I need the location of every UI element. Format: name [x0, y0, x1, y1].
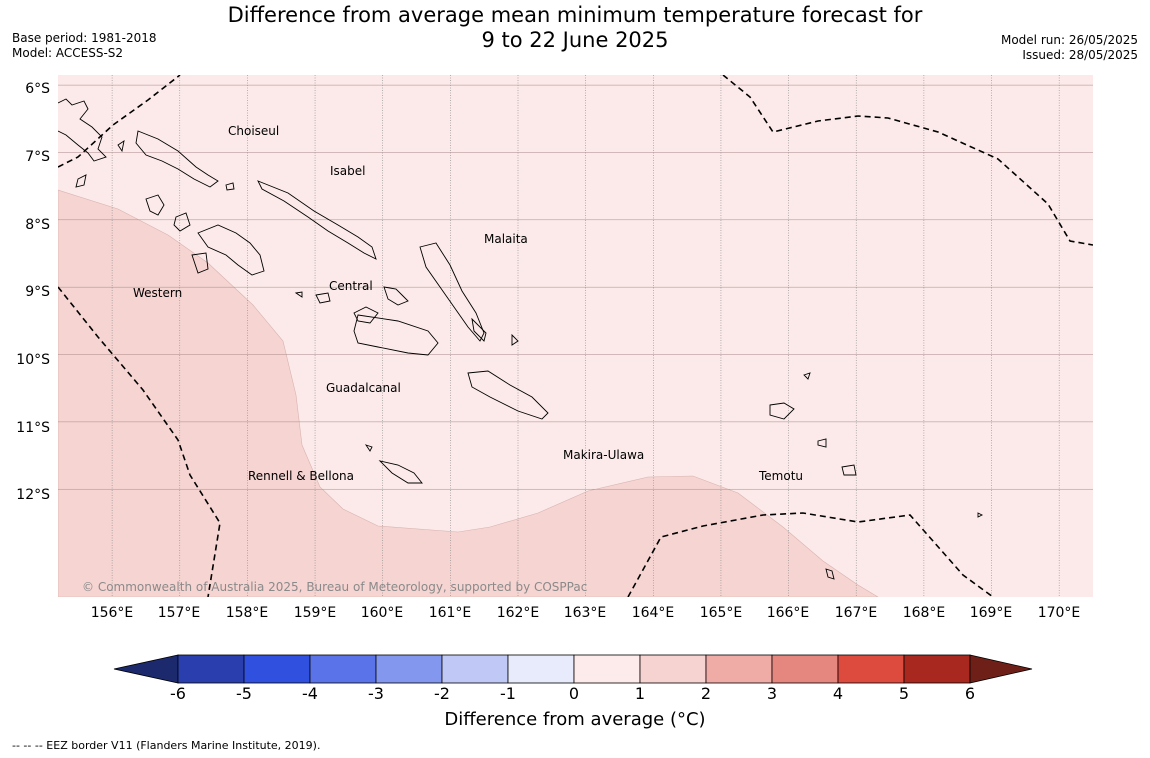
- cb-tick-1: 1: [634, 684, 646, 703]
- model-run-text: Model run: 26/05/2025: [1000, 33, 1138, 47]
- lon-label-160e: 160°E: [360, 605, 404, 621]
- cb-tick-minus-6: -6: [170, 684, 186, 703]
- colorbar-cell-6: [573, 654, 641, 684]
- graticule: [58, 75, 1093, 597]
- lat-label-7s: 7°S: [25, 149, 50, 165]
- base-period-text: Base period: 1981-2018: [12, 31, 157, 45]
- colorbar-cell-7: [639, 654, 707, 684]
- lon-label-163e: 163°E: [563, 605, 607, 621]
- region-label-temotu: Temotu: [759, 469, 804, 483]
- issued-text: Issued: 28/05/2025: [1022, 48, 1138, 62]
- lon-label-169e: 169°E: [969, 605, 1013, 621]
- colorbar-cell-3: [375, 654, 443, 684]
- colorbar-cell-9: [771, 654, 839, 684]
- colorbar: [113, 654, 1033, 684]
- lat-label-8s: 8°S: [25, 217, 50, 233]
- model-text: Model: ACCESS-S2: [12, 46, 124, 60]
- lon-label-161e: 161°E: [428, 605, 472, 621]
- lat-label-12s: 12°S: [16, 487, 50, 503]
- cb-tick-minus-1: -1: [500, 684, 516, 703]
- lon-label-165e: 165°E: [699, 605, 743, 621]
- cb-tick-minus-5: -5: [236, 684, 252, 703]
- eez-legend-note: -- -- -- EEZ border V11 (Flanders Marine…: [12, 739, 321, 752]
- colorbar-cell-4: [441, 654, 509, 684]
- region-label-western: Western: [133, 286, 183, 300]
- lat-label-10s: 10°S: [16, 352, 50, 368]
- lon-label-164e: 164°E: [631, 605, 675, 621]
- region-label-isabel: Isabel: [330, 164, 366, 178]
- coastlines: [58, 98, 984, 580]
- region-label-makira-ulawa: Makira-Ulawa: [563, 448, 645, 462]
- cb-tick-minus-3: -3: [368, 684, 384, 703]
- lon-label-162e: 162°E: [496, 605, 540, 621]
- cb-tick-6: 6: [964, 684, 976, 703]
- region-label-central: Central: [329, 279, 373, 293]
- cb-tick-minus-4: -4: [302, 684, 318, 703]
- meta-right: Model run: 26/05/2025 Issued: 28/05/2025: [1001, 33, 1138, 63]
- lon-label-156e: 156°E: [90, 605, 134, 621]
- lat-label-11s: 11°S: [16, 420, 50, 436]
- lon-label-166e: 166°E: [766, 605, 810, 621]
- region-label-guadalcanal: Guadalcanal: [326, 381, 401, 395]
- cb-tick-3: 3: [766, 684, 778, 703]
- lon-label-167e: 167°E: [834, 605, 878, 621]
- anomaly-region-1-to-2: [58, 189, 879, 597]
- colorbar-cell-11: [903, 654, 971, 684]
- colorbar-label: Difference from average (°C): [444, 709, 706, 730]
- region-label-malaita: Malaita: [484, 232, 528, 246]
- cb-tick-0: 0: [568, 684, 580, 703]
- cb-tick-5: 5: [898, 684, 910, 703]
- title-line-2: 9 to 22 June 2025: [481, 28, 669, 52]
- cb-tick-minus-2: -2: [434, 684, 450, 703]
- copyright-text: © Commonwealth of Australia 2025, Bureau…: [82, 580, 588, 594]
- colorbar-cell-8: [705, 654, 773, 684]
- map-panel: [58, 75, 1093, 597]
- map-title: Difference from average mean minimum tem…: [0, 3, 1150, 53]
- colorbar-cell-10: [837, 654, 905, 684]
- eez-border: [58, 75, 1093, 597]
- colorbar-cell-0: [177, 654, 245, 684]
- colorbar-cell-1: [243, 654, 311, 684]
- lon-label-170e: 170°E: [1037, 605, 1081, 621]
- meta-left: Base period: 1981-2018 Model: ACCESS-S2: [12, 31, 157, 61]
- region-label-rennell-bellona: Rennell & Bellona: [248, 469, 355, 483]
- cb-tick-4: 4: [832, 684, 844, 703]
- lat-label-6s: 6°S: [25, 81, 50, 97]
- colorbar-over-triangle: [969, 654, 1033, 684]
- colorbar-cell-5: [507, 654, 575, 684]
- lon-label-168e: 168°E: [902, 605, 946, 621]
- title-line-1: Difference from average mean minimum tem…: [227, 3, 923, 27]
- region-label-choiseul: Choiseul: [228, 124, 280, 138]
- map-canvas: [58, 75, 1093, 597]
- lon-label-158e: 158°E: [225, 605, 269, 621]
- colorbar-cell-2: [309, 654, 377, 684]
- cb-tick-2: 2: [700, 684, 712, 703]
- colorbar-under-triangle: [113, 654, 179, 684]
- lon-label-157e: 157°E: [157, 605, 201, 621]
- lat-label-9s: 9°S: [25, 284, 50, 300]
- lon-label-159e: 159°E: [293, 605, 337, 621]
